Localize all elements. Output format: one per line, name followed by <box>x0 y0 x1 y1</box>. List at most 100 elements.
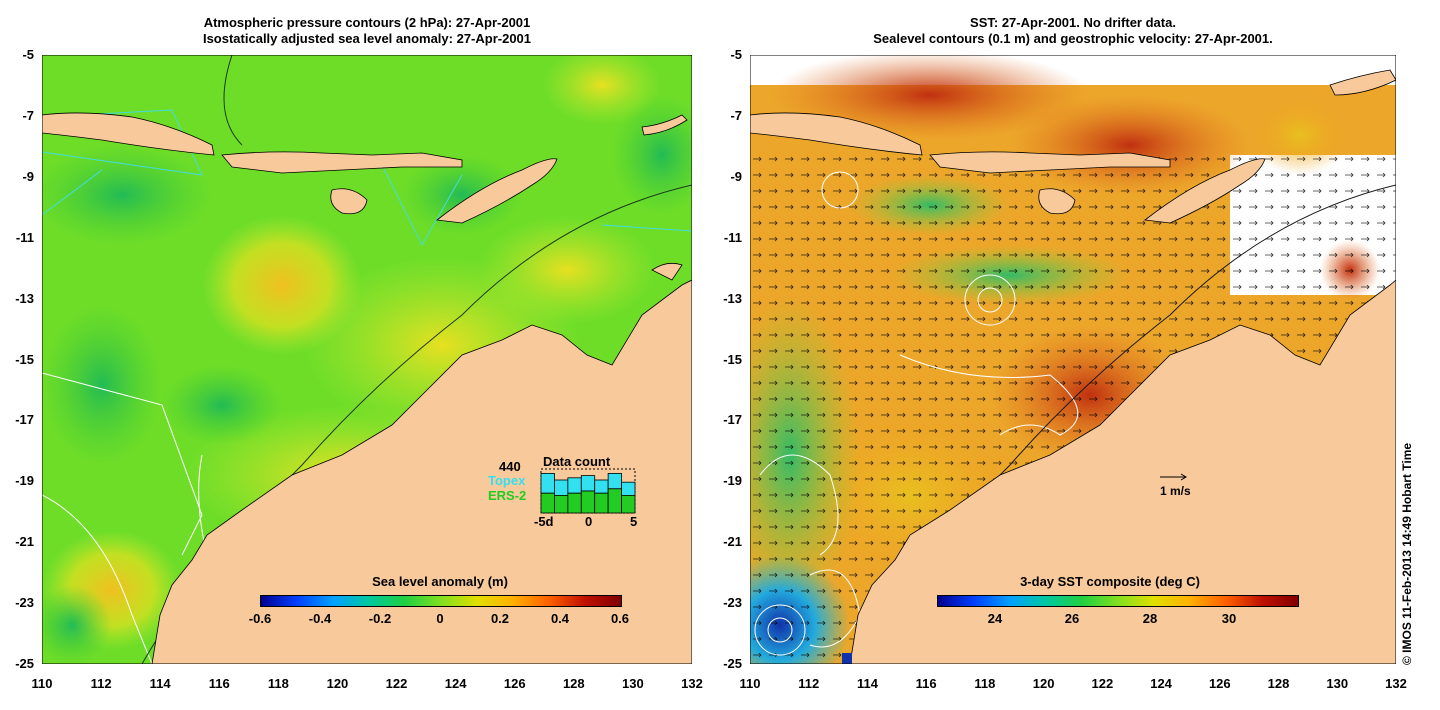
velocity-scale-arrow <box>1160 473 1187 481</box>
y-tick-label: -21 <box>723 534 742 550</box>
sst-colorbar-label: 26 <box>1064 611 1080 626</box>
y-tick-label: -23 <box>723 595 742 611</box>
x-tick-label: 110 <box>739 676 761 691</box>
x-tick-label: 110 <box>31 676 53 691</box>
ers2-count-bar <box>580 490 596 514</box>
sst-warm-patch <box>770 55 1090 140</box>
sla-low-blob <box>42 305 162 465</box>
x-tick-label: 132 <box>1385 676 1407 691</box>
data-count-total: 440 <box>499 459 521 474</box>
topex-count-bar <box>580 475 596 492</box>
topex-track <box>601 224 692 232</box>
ers2-count-bar <box>567 492 582 514</box>
timor-island <box>435 158 558 224</box>
x-tick-label: 112 <box>798 676 820 691</box>
australia-land <box>849 279 1396 664</box>
inset-xlabel-end: 5 <box>630 514 638 529</box>
topex-count-bar <box>607 473 622 490</box>
small-island <box>1329 69 1396 96</box>
topex-track <box>42 169 103 216</box>
y-tick-label: -5 <box>730 47 742 62</box>
topex-count-bar <box>621 481 636 496</box>
y-tick-label: -9 <box>22 168 34 184</box>
y-tick-label: -21 <box>15 534 34 550</box>
sumba-island <box>1038 188 1076 215</box>
y-tick-label: -13 <box>15 290 34 306</box>
ers2-count-bar <box>621 494 636 514</box>
y-tick-label: -17 <box>15 412 34 428</box>
x-tick-label: 126 <box>1208 676 1231 691</box>
x-tick-label: 116 <box>208 676 230 691</box>
ers2-count-bar <box>540 492 555 514</box>
sla-low-blob <box>402 155 522 235</box>
x-tick-label: 126 <box>503 676 526 691</box>
lesser-sunda-island <box>929 151 1171 174</box>
sst-colorbar <box>937 595 1299 607</box>
ers2-count-bar <box>594 492 609 514</box>
x-tick-label: 114 <box>149 676 171 691</box>
small-island <box>641 114 688 136</box>
sla-colorbar-title: Sea level anomaly (m) <box>372 574 508 589</box>
timor-island <box>1143 158 1266 224</box>
java-island <box>750 112 923 156</box>
sla-colorbar <box>260 595 622 607</box>
y-tick-label: -15 <box>723 351 742 367</box>
topex-count-bar <box>540 473 555 494</box>
small-island <box>651 262 683 281</box>
sla-low-blob <box>42 585 112 664</box>
x-tick-label: 122 <box>385 676 408 691</box>
x-tick-label: 128 <box>562 676 585 691</box>
x-tick-label: 130 <box>622 676 644 691</box>
left-title-line2: Isostatically adjusted sea level anomaly… <box>202 31 532 46</box>
sea-level-anomaly-map <box>42 55 692 664</box>
sealevel-contour <box>754 604 806 656</box>
sealevel-contour <box>821 171 859 209</box>
sla-colorbar-label: -0.6 <box>248 611 272 626</box>
x-tick-label: 124 <box>1150 676 1172 691</box>
java-island <box>42 112 215 156</box>
sealevel-contour <box>899 354 1079 436</box>
sla-colorbar-label: 0.6 <box>610 611 630 626</box>
y-tick-label: -17 <box>723 412 742 428</box>
sealevel-contour <box>977 287 1003 313</box>
right-title: SST: 27-Apr-2001. No drifter data. Seale… <box>750 15 1396 47</box>
topex-count-bar <box>594 479 609 494</box>
velocity-scale-label: 1 m/s <box>1160 484 1191 498</box>
bathymetry-contour <box>223 55 243 146</box>
topex-count-bar <box>554 479 569 496</box>
sumba-island <box>330 188 368 215</box>
inset-xlabel-mid: 0 <box>585 514 593 529</box>
australia-land <box>151 279 692 664</box>
y-tick-label: -11 <box>15 229 34 245</box>
pressure-contour <box>42 372 203 556</box>
topex-track <box>381 164 463 247</box>
sst-map <box>750 55 1396 664</box>
sst-colorbar-label: 28 <box>1142 611 1158 626</box>
y-tick-label: -19 <box>723 473 742 489</box>
y-tick-label: -5 <box>22 47 34 62</box>
x-tick-label: 114 <box>856 676 878 691</box>
x-tick-label: 128 <box>1267 676 1290 691</box>
x-tick-label: 118 <box>974 676 996 691</box>
data-count-chart <box>540 468 636 514</box>
left-title: Atmospheric pressure contours (2 hPa): 2… <box>42 15 692 47</box>
pressure-contour <box>42 494 153 664</box>
x-tick-label: 120 <box>326 676 349 691</box>
topex-count-bar <box>567 477 582 494</box>
sla-colorbar-label: 0.4 <box>550 611 570 626</box>
x-tick-label: 124 <box>444 676 467 691</box>
y-tick-label: -25 <box>15 656 34 671</box>
legend-topex: Topex <box>488 473 526 488</box>
sst-colorbar-label: 24 <box>987 611 1003 626</box>
sealevel-contour <box>767 617 793 643</box>
sealevel-contour <box>964 274 1016 326</box>
x-tick-label: 130 <box>1326 676 1349 691</box>
x-tick-label: 118 <box>267 676 289 691</box>
x-tick-label: 122 <box>1091 676 1114 691</box>
y-tick-label: -23 <box>15 595 34 611</box>
y-tick-label: -9 <box>730 168 742 184</box>
right-title-line2: Sealevel contours (0.1 m) and geostrophi… <box>873 31 1273 46</box>
sla-colorbar-label: -0.4 <box>308 611 332 626</box>
ers2-count-bar <box>607 488 622 514</box>
sla-colorbar-label: 0 <box>436 611 444 626</box>
